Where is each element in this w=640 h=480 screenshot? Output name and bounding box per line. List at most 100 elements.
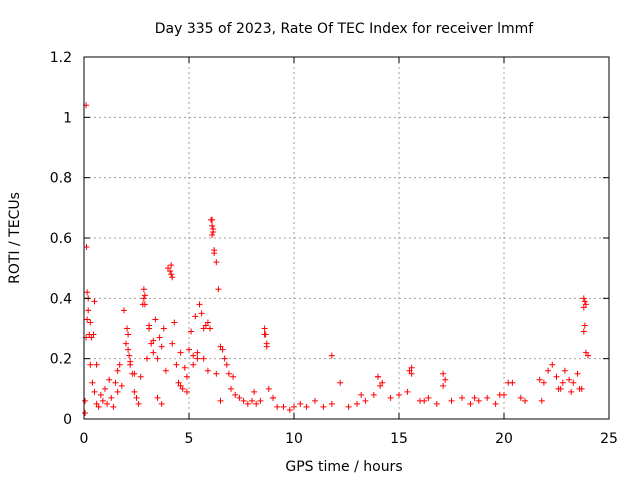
- data-point: [116, 361, 123, 368]
- data-point: [257, 397, 264, 404]
- data-point: [168, 262, 175, 269]
- data-point: [377, 382, 384, 389]
- data-point: [186, 346, 192, 353]
- data-point: [253, 400, 260, 407]
- data-point: [232, 391, 239, 398]
- data-point: [89, 379, 96, 386]
- data-point: [581, 298, 588, 305]
- data-point: [375, 373, 381, 380]
- data-point: [576, 385, 583, 392]
- data-point: [204, 367, 211, 374]
- data-point: [93, 400, 100, 407]
- data-point: [240, 397, 247, 404]
- data-point: [215, 286, 222, 293]
- data-point: [261, 325, 268, 332]
- data-point: [561, 367, 568, 374]
- data-point: [582, 349, 589, 356]
- data-point: [158, 400, 165, 407]
- data-point: [150, 337, 157, 344]
- x-tick-label: 0: [80, 431, 89, 447]
- chart-title: Day 335 of 2023, Rate Of TEC Index for r…: [155, 21, 535, 37]
- data-point: [566, 376, 573, 383]
- data-point: [123, 340, 129, 347]
- data-point: [406, 367, 413, 374]
- data-point: [209, 216, 216, 223]
- data-point: [141, 292, 148, 299]
- data-point: [230, 373, 237, 380]
- x-axis-label: GPS time / hours: [285, 459, 402, 475]
- data-point: [559, 379, 566, 386]
- data-point: [219, 346, 226, 353]
- data-point: [190, 361, 197, 368]
- data-point: [85, 307, 92, 314]
- data-point: [114, 367, 121, 374]
- data-point: [135, 400, 142, 407]
- data-point: [484, 394, 491, 401]
- data-point: [425, 394, 432, 401]
- data-point: [131, 388, 138, 395]
- data-point: [440, 370, 447, 377]
- y-tick-label: 1.2: [50, 50, 72, 66]
- data-point: [370, 391, 377, 398]
- x-tick-label: 10: [285, 431, 303, 447]
- data-point: [210, 225, 217, 232]
- x-tick-label: 15: [390, 431, 408, 447]
- data-point: [580, 328, 587, 335]
- data-point: [251, 388, 258, 395]
- data-point: [354, 400, 360, 407]
- data-point: [200, 325, 207, 332]
- data-point: [106, 376, 113, 383]
- data-point: [448, 397, 455, 404]
- data-point: [87, 361, 94, 368]
- data-point: [312, 397, 318, 404]
- data-point: [280, 403, 287, 410]
- data-point: [152, 316, 159, 323]
- data-point: [396, 391, 402, 398]
- data-point: [421, 397, 428, 404]
- data-point: [223, 361, 230, 368]
- data-point: [328, 352, 335, 359]
- data-point: [87, 319, 94, 326]
- data-point: [177, 349, 184, 356]
- data-point: [555, 385, 562, 392]
- data-point: [158, 343, 165, 350]
- data-point: [244, 400, 251, 407]
- data-point: [320, 403, 327, 410]
- data-point: [540, 379, 547, 386]
- data-point: [183, 373, 190, 380]
- data-point: [141, 301, 148, 308]
- data-point: [328, 400, 335, 407]
- data-point: [137, 373, 144, 380]
- grid-lines: [84, 57, 609, 419]
- y-tick-label: 1: [63, 110, 72, 126]
- data-point: [133, 394, 140, 401]
- data-point: [517, 394, 524, 401]
- data-point: [379, 379, 386, 386]
- data-point: [225, 370, 232, 377]
- data-point: [154, 394, 161, 401]
- data-point: [93, 361, 100, 368]
- data-point: [221, 355, 228, 362]
- data-point: [160, 325, 167, 332]
- data-point: [125, 331, 132, 338]
- data-point: [188, 328, 195, 335]
- data-point: [82, 397, 89, 404]
- x-tick-label: 5: [185, 431, 194, 447]
- data-point: [167, 268, 174, 275]
- data-point: [265, 385, 272, 392]
- y-tick-label: 0.6: [50, 231, 72, 247]
- data-point: [194, 349, 201, 356]
- data-point: [568, 388, 575, 395]
- data-point: [177, 382, 184, 389]
- data-point: [84, 289, 91, 296]
- data-point: [194, 355, 201, 362]
- data-point: [211, 247, 218, 254]
- axis-ticks: 0 5 10 15 20 25 0 0.2 0.4 0.6 0.8 1 1.2: [50, 50, 618, 447]
- data-point: [154, 355, 161, 362]
- data-point: [140, 295, 147, 302]
- data-point: [574, 370, 581, 377]
- data-point: [496, 391, 503, 398]
- data-point: [433, 400, 440, 407]
- data-point: [171, 319, 178, 326]
- data-point: [84, 316, 91, 323]
